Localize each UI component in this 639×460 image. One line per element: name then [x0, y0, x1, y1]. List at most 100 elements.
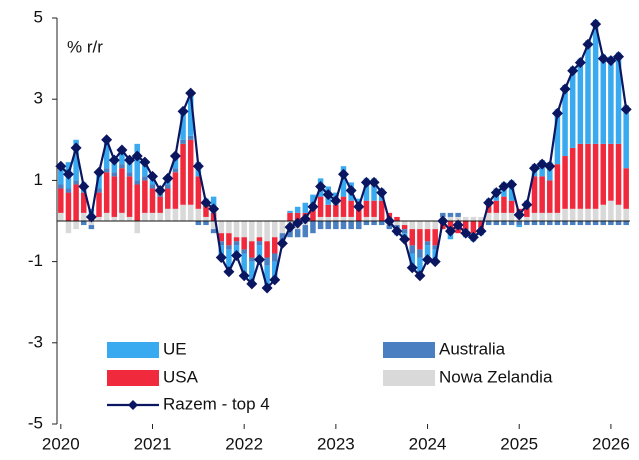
bar: [88, 225, 95, 230]
bar: [608, 200, 614, 221]
x-tick-label: 2023: [317, 434, 355, 453]
line-marker: [490, 187, 502, 199]
line-marker: [315, 180, 327, 192]
bar: [58, 184, 64, 189]
bar: [73, 180, 79, 185]
bar: [119, 212, 125, 221]
line-marker: [322, 189, 334, 201]
bar: [577, 221, 584, 226]
bar: [165, 188, 171, 209]
line-marker: [253, 254, 265, 266]
line-marker: [376, 187, 388, 199]
bar: [386, 225, 393, 230]
bar: [547, 180, 553, 213]
bar: [417, 229, 423, 250]
bar: [417, 221, 423, 230]
bar: [424, 241, 431, 246]
legend-label: UE: [163, 339, 187, 358]
bar: [470, 216, 477, 221]
bar: [562, 208, 568, 221]
axis-unit-label: % r/r: [67, 37, 103, 56]
bar: [302, 225, 309, 238]
bar: [615, 221, 622, 226]
y-tick-label: 5: [34, 7, 43, 26]
bar: [233, 237, 240, 242]
bar: [134, 180, 140, 185]
bar: [180, 204, 186, 221]
bar: [271, 253, 278, 262]
line-marker: [93, 166, 105, 178]
bar: [562, 84, 568, 157]
y-tick-label: 3: [34, 89, 43, 108]
bar: [424, 221, 431, 230]
bar: [340, 216, 347, 221]
bar: [157, 196, 163, 213]
bar: [249, 221, 255, 242]
x-tick-label: 2024: [409, 434, 447, 453]
line-marker: [422, 254, 434, 266]
bar: [585, 143, 591, 209]
bar: [401, 229, 408, 234]
bar: [58, 188, 64, 213]
bar: [271, 221, 278, 238]
line-marker: [192, 160, 204, 172]
line-marker: [406, 262, 418, 274]
bar: [195, 221, 202, 226]
bar: [600, 54, 607, 144]
line-marker: [452, 219, 464, 231]
bar: [340, 221, 347, 230]
bar: [608, 56, 614, 144]
line-marker: [613, 51, 625, 63]
bar: [287, 229, 293, 238]
bar: [65, 188, 72, 193]
bar: [80, 192, 87, 213]
line-marker: [544, 160, 556, 172]
bar: [264, 265, 270, 288]
bar: [394, 221, 400, 226]
bar: [172, 168, 179, 173]
bar: [615, 52, 622, 144]
line-marker: [238, 270, 250, 282]
x-tick-label: 2022: [225, 434, 263, 453]
bar: [96, 192, 102, 217]
bar: [149, 184, 156, 189]
bar: [149, 212, 156, 221]
bar: [111, 160, 118, 173]
bar: [187, 139, 194, 205]
bar: [241, 249, 247, 254]
line-marker: [353, 201, 365, 213]
bar: [180, 111, 186, 140]
bar: [73, 139, 79, 181]
bar: [356, 221, 362, 230]
bar: [142, 176, 148, 181]
bar: [233, 241, 240, 246]
bar: [409, 245, 416, 254]
bar: [569, 147, 576, 209]
bar: [165, 208, 171, 221]
bar: [317, 216, 324, 221]
bar: [356, 208, 362, 221]
bar: [195, 176, 202, 209]
line-marker: [307, 201, 319, 213]
line-marker: [567, 65, 579, 77]
bar: [516, 225, 522, 228]
line-marker: [284, 221, 296, 233]
bar: [363, 216, 370, 221]
bar: [348, 216, 354, 221]
line-marker: [269, 274, 281, 286]
bar: [126, 216, 133, 221]
bar: [210, 229, 217, 234]
bar: [340, 196, 347, 217]
line-marker: [185, 87, 197, 99]
bar: [256, 221, 263, 238]
bar: [310, 208, 316, 221]
bar: [485, 212, 492, 221]
line-marker: [467, 231, 479, 243]
bar: [172, 208, 179, 221]
line-marker: [124, 154, 136, 166]
bar: [615, 204, 622, 221]
bar: [172, 156, 179, 169]
bar: [134, 221, 140, 234]
bar: [462, 221, 469, 230]
bar: [485, 204, 492, 213]
